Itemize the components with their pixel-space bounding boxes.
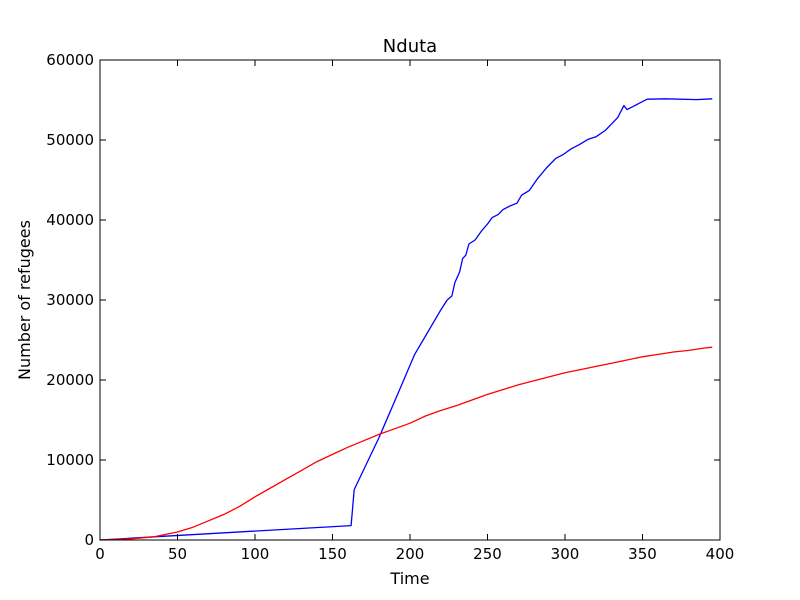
x-tick-label: 350	[628, 545, 657, 563]
series-line-1	[99, 98, 713, 541]
y-tick-label: 0	[84, 531, 94, 549]
x-tick-label: 200	[396, 545, 425, 563]
x-axis-title: Time	[389, 569, 429, 588]
x-tick-label: 0	[95, 545, 105, 563]
y-tick-label: 30000	[46, 291, 94, 309]
x-tick-label: 100	[241, 545, 270, 563]
y-tick-label: 40000	[46, 211, 94, 229]
y-tick-label: 60000	[46, 51, 94, 69]
x-tick-label: 400	[706, 545, 735, 563]
series-line-2	[99, 346, 713, 541]
plot-area: 0 50 100 150 200 250 300 350 400 0 10000 20000 30000…	[46, 51, 734, 563]
x-tick-label: 150	[318, 545, 347, 563]
x-tick-label: 50	[168, 545, 187, 563]
y-axis-title: Number of refugees	[15, 220, 34, 380]
y-tick-label: 10000	[46, 451, 94, 469]
x-tick-label: 250	[473, 545, 502, 563]
chart-title: Nduta	[383, 36, 437, 57]
y-tick-label: 20000	[46, 371, 94, 389]
x-tick-label: 300	[551, 545, 580, 563]
y-tick-label: 50000	[46, 131, 94, 149]
